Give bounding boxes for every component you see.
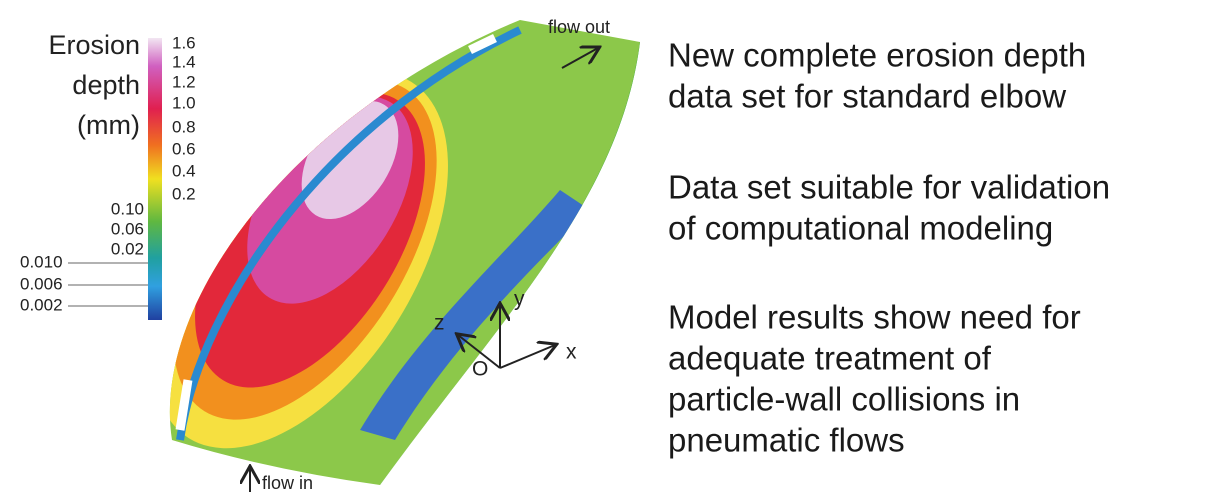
colorbar-title-line: (mm): [77, 110, 140, 140]
colorbar-tick: 0.10: [111, 199, 144, 218]
colorbar-tick: 0.02: [111, 239, 144, 258]
tick-leaders: [68, 263, 148, 306]
bullet-line: particle-wall collisions in: [668, 381, 1020, 418]
bullet-line: New complete erosion depth: [668, 37, 1086, 74]
bullet-line: data set for standard elbow: [668, 78, 1066, 115]
colorbar-title: Erosion depth (mm): [48, 30, 140, 140]
colorbar-tick: 0.002: [20, 295, 63, 314]
colorbar-tick: 0.010: [20, 252, 63, 271]
colorbar-tick: 0.6: [172, 139, 196, 158]
colorbar-tick: 0.006: [20, 274, 63, 293]
colorbar-tick: 1.0: [172, 93, 196, 112]
axis-label: x: [566, 341, 577, 364]
colorbar-tick: 1.2: [172, 72, 196, 91]
axis-label: O: [472, 358, 488, 381]
colorbar-tick: 1.4: [172, 52, 196, 71]
colorbar-tick: 0.4: [172, 161, 196, 180]
flow-out-label: flow out: [548, 17, 610, 37]
colorbar-tick: 1.6: [172, 33, 196, 52]
colorbar-tick: 0.8: [172, 117, 196, 136]
graphical-abstract: Erosion depth (mm) 1.6 1.4 1.2 1.0 0.8 0…: [0, 0, 1208, 493]
bullet-line: of computational modeling: [668, 210, 1053, 247]
bullet-line: pneumatic flows: [668, 422, 905, 459]
bullet-line: adequate treatment of: [668, 340, 992, 377]
axis-label: y: [514, 288, 525, 311]
flow-in-label: flow in: [262, 473, 313, 493]
colorbar-title-line: Erosion: [48, 30, 140, 60]
colorbar: [148, 38, 162, 320]
colorbar-title-line: depth: [72, 70, 140, 100]
bullet-line: Data set suitable for validation: [668, 169, 1110, 206]
bullet-line: Model results show need for: [668, 299, 1081, 336]
colorbar-tick: 0.2: [172, 184, 196, 203]
colorbar-tick: 0.06: [111, 219, 144, 238]
axis-label: z: [434, 312, 445, 335]
